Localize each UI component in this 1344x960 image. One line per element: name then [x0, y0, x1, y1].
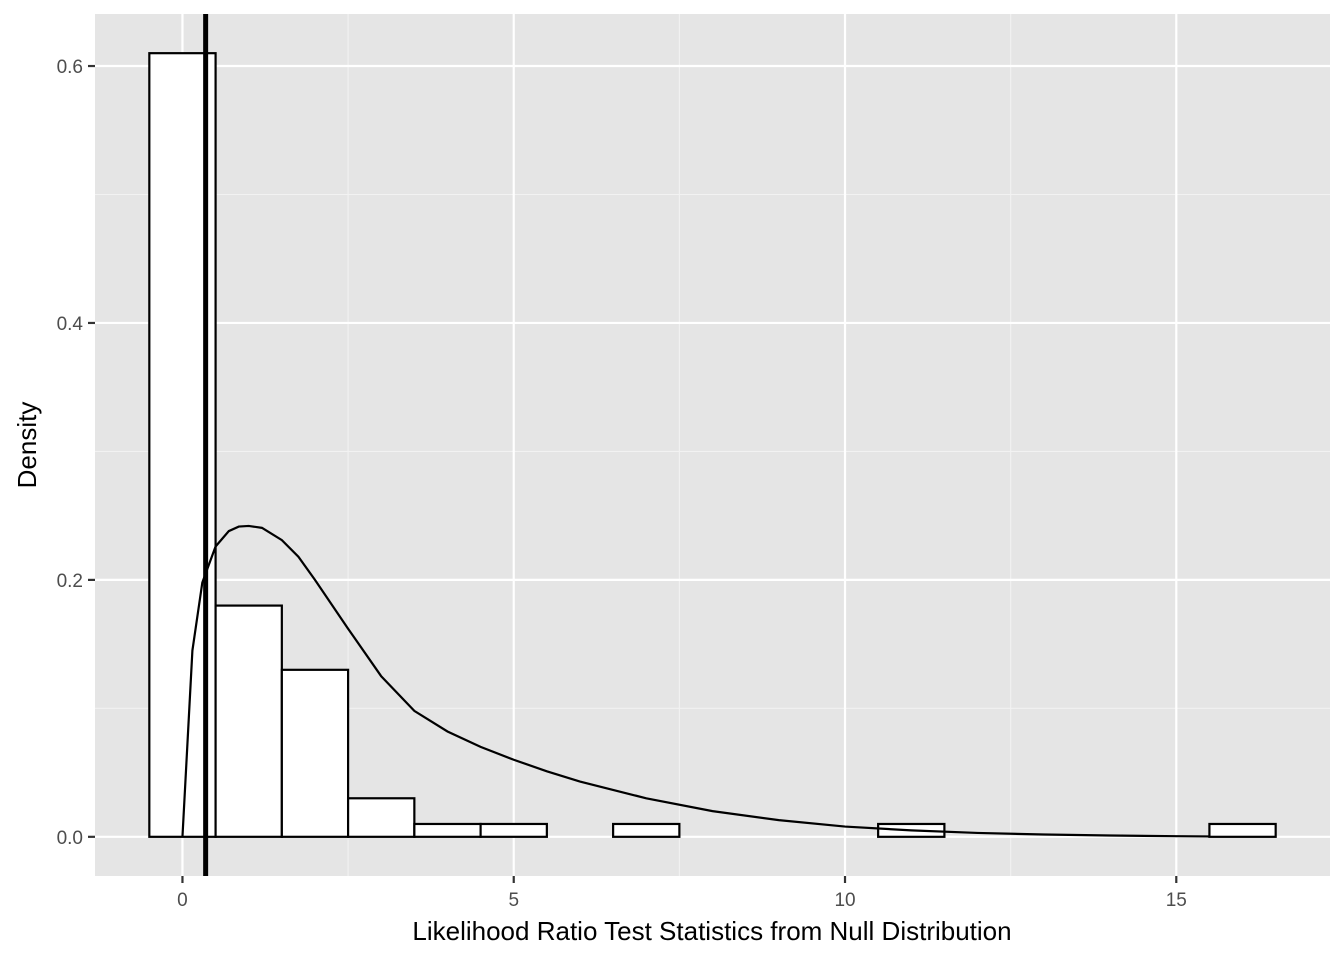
y-axis-ticks: 0.0 0.2 0.4 0.6 — [57, 57, 95, 849]
y-tick-label: 0.2 — [57, 571, 83, 592]
histogram-bars — [148, 52, 1277, 838]
x-tick-label: 10 — [834, 890, 855, 911]
x-axis-title: Likelihood Ratio Test Statistics from Nu… — [412, 916, 1011, 946]
y-tick-label: 0.6 — [57, 57, 83, 78]
histogram-bar — [413, 822, 482, 838]
y-axis-title: Density — [12, 402, 42, 489]
histogram-bar — [214, 604, 283, 838]
density-curve — [181, 524, 1210, 838]
x-axis-ticks: 0 5 10 15 — [177, 876, 1187, 911]
x-tick-label: 15 — [1166, 890, 1187, 911]
histogram-bar — [612, 822, 681, 838]
x-tick-label: 0 — [177, 890, 188, 911]
histogram-bar — [479, 822, 548, 838]
histogram-bar — [1208, 822, 1277, 838]
y-tick-label: 0.0 — [57, 828, 83, 849]
x-tick-label: 5 — [508, 890, 519, 911]
histogram-bar — [346, 797, 416, 838]
histogram-bar — [280, 668, 350, 838]
y-tick-label: 0.4 — [57, 314, 84, 335]
